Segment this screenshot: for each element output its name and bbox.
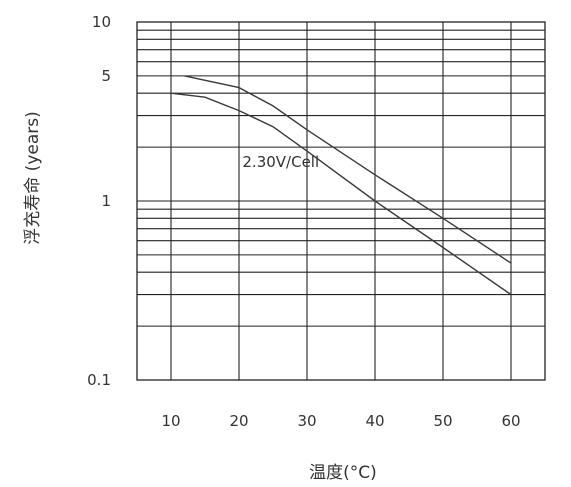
y-tick-labels: 0.1 1 5 10 <box>87 13 111 389</box>
y-tick-label: 0.1 <box>87 371 111 389</box>
x-tick-labels: 10 20 30 40 50 60 <box>161 412 520 430</box>
plot-frame <box>136 21 546 381</box>
x-tick-label: 40 <box>365 412 384 430</box>
y-axis-title: 浮充寿命 (years) <box>23 111 43 244</box>
y-tick-label: 10 <box>92 13 111 31</box>
y-tick-label: 1 <box>101 192 111 210</box>
x-tick-label: 60 <box>501 412 520 430</box>
grid <box>136 21 546 381</box>
x-tick-label: 30 <box>297 412 316 430</box>
series-layer <box>170 75 512 296</box>
series-line-2 <box>170 92 512 296</box>
x-tick-label: 20 <box>229 412 248 430</box>
x-tick-label: 50 <box>433 412 452 430</box>
y-tick-label: 5 <box>101 67 111 85</box>
series-line-1 <box>184 75 512 264</box>
annotation-label: 2.30V/Cell <box>242 153 319 171</box>
x-tick-label: 10 <box>161 412 180 430</box>
annotations: 2.30V/Cell <box>242 153 319 171</box>
x-axis-title: 温度(°C) <box>309 463 377 483</box>
